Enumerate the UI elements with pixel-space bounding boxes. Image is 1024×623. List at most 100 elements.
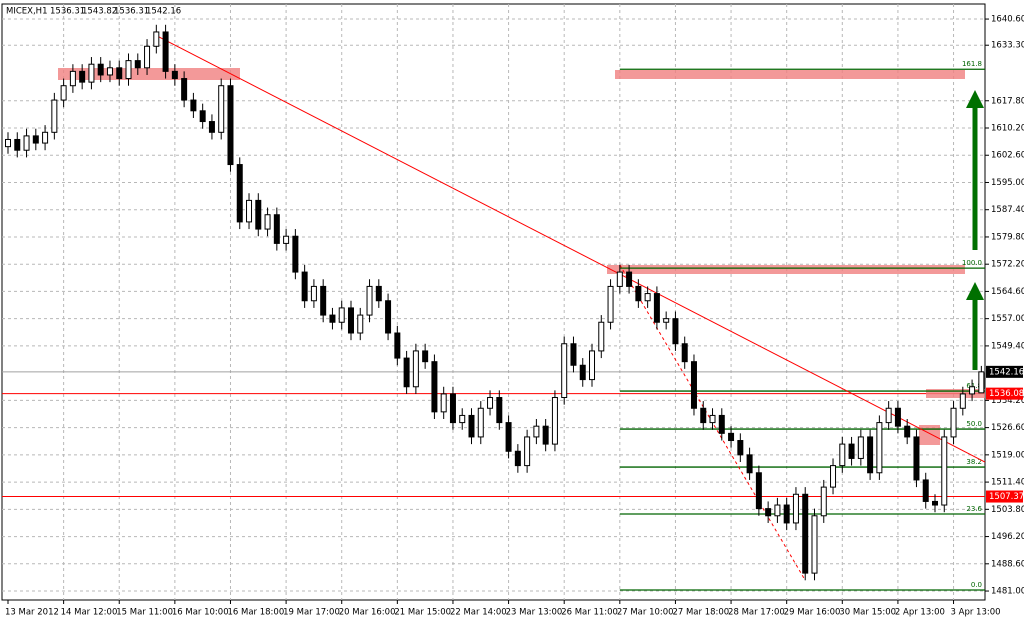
fib-label: 161.8 (962, 60, 982, 68)
candle-body (524, 436, 531, 467)
candle-body (765, 508, 772, 517)
x-tick-label: 22 Mar 14:00 (450, 608, 507, 618)
x-tick-label: 13 Mar 2012 (5, 608, 59, 618)
candle-body (283, 235, 290, 244)
candle-body (663, 318, 670, 323)
candle-body (338, 307, 345, 323)
y-tick-label: 1503.80 (991, 505, 1024, 515)
y-tick-label: 1602.60 (991, 151, 1024, 161)
candle-body (347, 307, 354, 334)
candle-body (551, 397, 558, 445)
candle-body (774, 504, 781, 517)
fib-label: 61.8 (966, 382, 982, 390)
arrow-head (966, 282, 984, 300)
candle-body (116, 67, 123, 80)
candle-body (171, 70, 178, 80)
candle-body (922, 479, 929, 502)
candle-body (477, 407, 484, 438)
candle-body (969, 386, 976, 395)
candle-body (357, 314, 364, 334)
candle-body (403, 357, 410, 388)
candle-body (385, 300, 392, 334)
candle-body (422, 350, 429, 363)
candle-body (755, 472, 762, 510)
x-tick-label: 14 Mar 12:00 (61, 608, 118, 618)
candle-body (468, 414, 475, 438)
candle-body (310, 285, 317, 302)
candle-body (255, 199, 262, 230)
resistance-zone (58, 68, 240, 80)
y-tick-label: 1610.20 (991, 124, 1024, 134)
x-tick-label: 20 Mar 16:00 (339, 608, 396, 618)
candle-body (857, 436, 864, 459)
candle-body (412, 350, 419, 388)
candle-body (292, 235, 299, 273)
candle-body (134, 60, 141, 69)
candle-body (867, 436, 874, 474)
candle-body (366, 285, 373, 316)
candle-body (941, 436, 948, 506)
candle-body (830, 465, 837, 488)
candle-body (885, 407, 892, 424)
candle-body (505, 422, 512, 452)
candle-body (51, 99, 58, 133)
candle-body (672, 318, 679, 345)
candle-body (199, 110, 206, 123)
y-tick-label: 1481.00 (991, 587, 1024, 597)
candle-body (190, 99, 197, 112)
arrows (966, 90, 984, 370)
candle-body (718, 414, 725, 434)
grid (2, 4, 985, 600)
candle-body (125, 60, 132, 80)
candle-body (700, 407, 707, 424)
candle-body (329, 314, 336, 323)
candle-body (144, 45, 151, 69)
candle-body (690, 361, 697, 409)
y-tick-label: 1633.30 (991, 41, 1024, 51)
candle-body (246, 199, 253, 223)
x-tick-label: 15 Mar 11:00 (116, 608, 173, 618)
candle-body (42, 131, 49, 144)
y-tick-label: 1572.20 (991, 260, 1024, 270)
candle-body (839, 443, 846, 467)
candle-body (950, 407, 957, 438)
candle-body (709, 414, 716, 424)
candle-body (69, 70, 76, 87)
candle-body (208, 121, 215, 133)
support-zone (926, 389, 985, 398)
fib-label: 23.6 (966, 505, 982, 513)
candle-body (542, 425, 549, 445)
y-tick-label: 1564.60 (991, 287, 1024, 297)
candle-body (913, 436, 920, 481)
candle-body (876, 422, 883, 474)
candle-body (375, 285, 382, 302)
x-tick-label: 16 Mar 18:00 (227, 608, 284, 618)
candle-body (746, 454, 753, 474)
x-tick-label: 27 Mar 10:00 (617, 608, 674, 618)
candle-body (264, 214, 271, 230)
y-tick-label: 1488.60 (991, 559, 1024, 569)
candle-body (514, 450, 521, 467)
candle-body (644, 293, 651, 302)
chart-title: MICEX,H1 1536.31 1543.82 1536.31 1542.16 (6, 7, 181, 17)
candle-body (607, 285, 614, 323)
price-tag (986, 490, 1023, 503)
candle-body (589, 350, 596, 381)
candle-body (811, 515, 818, 574)
resistance-zone (607, 265, 965, 274)
candle-body (79, 70, 86, 83)
symbol: MICEX,H1 (6, 7, 47, 17)
candle-body (570, 343, 577, 366)
price-tag-label: 1536.08 (989, 389, 1024, 399)
x-tick-label: 2 Apr 13:00 (895, 608, 945, 618)
y-tick-label: 1549.40 (991, 341, 1024, 351)
candle-body (394, 332, 401, 359)
fib-label: 100.0 (962, 259, 982, 267)
candle-body (273, 214, 280, 244)
candle-body (487, 397, 494, 409)
candle-body (792, 493, 799, 524)
candle-body (23, 135, 30, 151)
y-tick-label: 1640.60 (991, 15, 1024, 25)
candle-body (496, 397, 503, 424)
x-tick-label: 27 Mar 18:00 (672, 608, 729, 618)
